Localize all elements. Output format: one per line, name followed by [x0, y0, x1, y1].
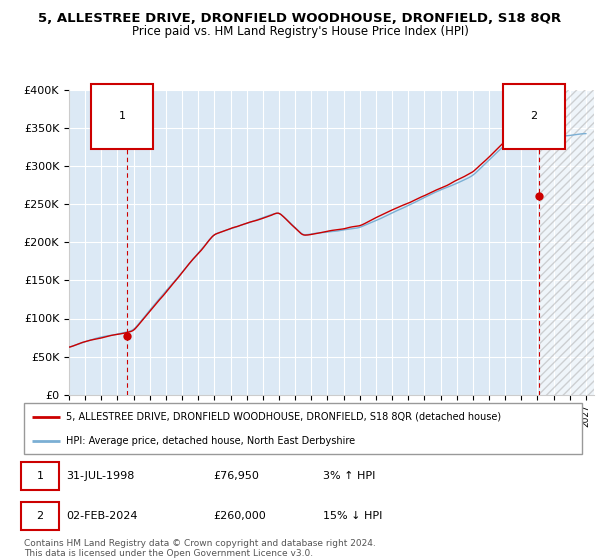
FancyBboxPatch shape: [21, 462, 59, 490]
Bar: [540, 90, 594, 395]
Text: 2: 2: [530, 111, 538, 122]
Text: 31-JUL-1998: 31-JUL-1998: [66, 471, 134, 481]
FancyBboxPatch shape: [24, 403, 582, 454]
Text: 02-FEB-2024: 02-FEB-2024: [66, 511, 137, 521]
Text: 1: 1: [118, 111, 125, 122]
Text: Price paid vs. HM Land Registry's House Price Index (HPI): Price paid vs. HM Land Registry's House …: [131, 25, 469, 38]
Text: 15% ↓ HPI: 15% ↓ HPI: [323, 511, 382, 521]
Text: HPI: Average price, detached house, North East Derbyshire: HPI: Average price, detached house, Nort…: [66, 436, 355, 446]
Text: £260,000: £260,000: [214, 511, 266, 521]
Text: £76,950: £76,950: [214, 471, 260, 481]
Text: Contains HM Land Registry data © Crown copyright and database right 2024.
This d: Contains HM Land Registry data © Crown c…: [24, 539, 376, 558]
Text: 3% ↑ HPI: 3% ↑ HPI: [323, 471, 375, 481]
Bar: [540, 90, 594, 395]
Text: 2: 2: [37, 511, 44, 521]
Text: 5, ALLESTREE DRIVE, DRONFIELD WOODHOUSE, DRONFIELD, S18 8QR (detached house): 5, ALLESTREE DRIVE, DRONFIELD WOODHOUSE,…: [66, 412, 501, 422]
FancyBboxPatch shape: [21, 502, 59, 530]
Text: 1: 1: [37, 471, 44, 481]
Text: 5, ALLESTREE DRIVE, DRONFIELD WOODHOUSE, DRONFIELD, S18 8QR: 5, ALLESTREE DRIVE, DRONFIELD WOODHOUSE,…: [38, 12, 562, 25]
